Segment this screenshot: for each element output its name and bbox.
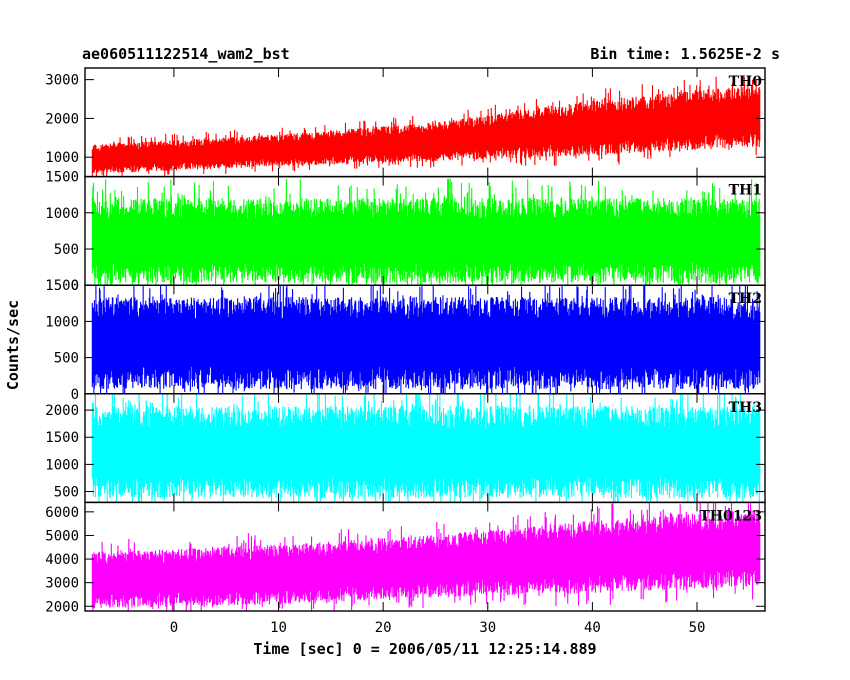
series-th3 xyxy=(91,393,761,503)
x-tick-label: 30 xyxy=(479,620,496,636)
y-tick-label: 1500 xyxy=(45,170,79,186)
y-tick-label: 0 xyxy=(71,387,79,403)
series-th1 xyxy=(91,178,761,286)
channel-label: TH1 xyxy=(729,183,762,199)
channel-label: TH3 xyxy=(729,400,762,416)
y-tick-label: 1000 xyxy=(45,150,79,166)
series-th2 xyxy=(91,285,761,394)
y-tick-label: 2000 xyxy=(45,403,79,419)
panel-th0123: 2000 3000 4000 5000 6000 TH0123 xyxy=(45,501,766,615)
y-tick-label: 500 xyxy=(54,485,79,501)
x-tick-label: 10 xyxy=(270,620,287,636)
channel-label: TH0123 xyxy=(699,508,762,524)
y-tick-label: 6000 xyxy=(45,505,79,521)
y-tick-label: 0 xyxy=(71,278,79,294)
series-th0123 xyxy=(91,502,761,611)
y-tick-label: 500 xyxy=(54,351,79,367)
y-tick-label: 5000 xyxy=(45,528,79,544)
x-tick-label: 20 xyxy=(375,620,392,636)
x-tick-label: 0 xyxy=(170,620,178,636)
y-tick-label: 1000 xyxy=(45,206,79,222)
panel-frame xyxy=(84,501,766,612)
y-tick-label: 4000 xyxy=(45,552,79,568)
bin-time-label: Bin time: 1.5625E-2 s xyxy=(590,45,780,63)
panel-th3: 500 1000 1500 2000 TH3 xyxy=(45,393,766,504)
y-tick-label: 1500 xyxy=(45,278,79,294)
panel-th1: 500 1000 0 TH1 xyxy=(45,175,766,294)
x-tick-label: 50 xyxy=(689,620,706,636)
x-axis-label: Time [sec] 0 = 2006/05/11 12:25:14.889 xyxy=(253,640,596,658)
panels-group: 1000200030001500TH050010000TH10500100015… xyxy=(45,67,766,636)
y-tick-label: 500 xyxy=(54,242,79,258)
y-tick-label: 3000 xyxy=(45,576,79,592)
y-tick-label: 1500 xyxy=(45,430,79,446)
channel-label: TH0 xyxy=(729,74,763,90)
panel-th2: 0 500 1000 1500 TH2 xyxy=(45,278,766,403)
y-tick-label: 2000 xyxy=(45,111,79,127)
y-tick-label: 1000 xyxy=(45,457,79,473)
x-tick-label: 40 xyxy=(584,620,601,636)
y-tick-label: 2000 xyxy=(45,599,79,615)
channel-label: TH2 xyxy=(729,291,762,307)
series-th0 xyxy=(91,76,761,177)
y-axis-label: Counts/sec xyxy=(4,300,22,390)
y-tick-label: 1000 xyxy=(45,314,79,330)
chart-title: ae060511122514_wam2_bst xyxy=(82,45,290,63)
y-tick-label: 3000 xyxy=(45,73,79,89)
panel-th0: 1000 2000 3000 1500 TH0 xyxy=(45,67,766,186)
